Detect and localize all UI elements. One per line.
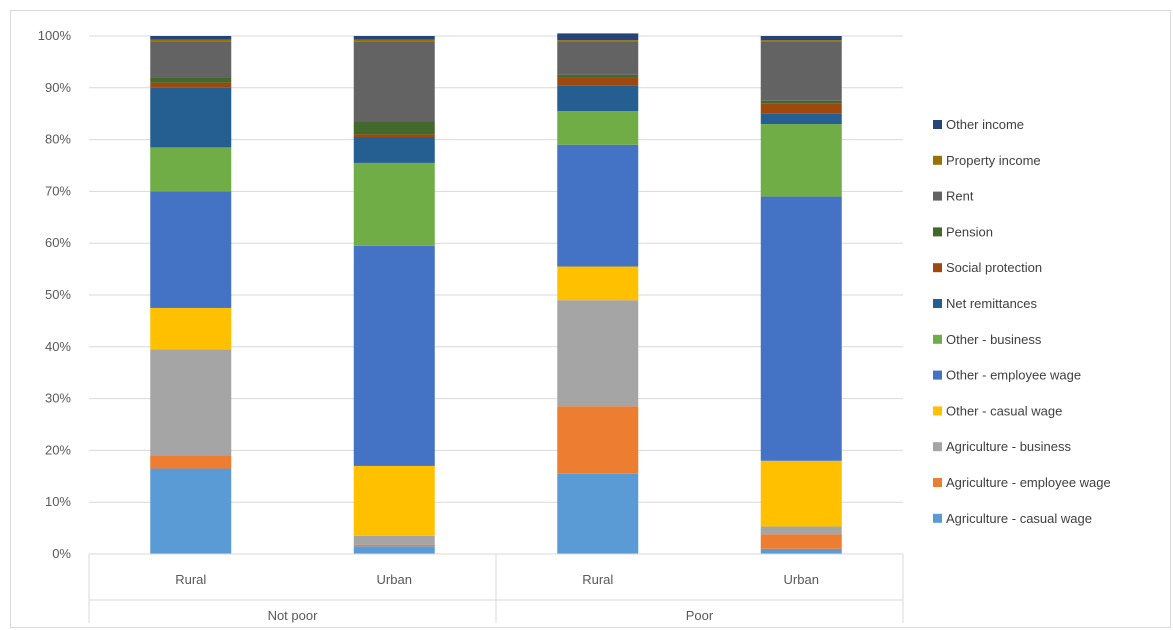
legend-swatch <box>933 155 942 165</box>
bar-segment-agriculture-employee-wage <box>760 534 842 549</box>
x-group-label: Not poor <box>268 608 319 623</box>
stacked-bar-chart: 0% 10% 20% 30% 40% 50% 60% 70% 80% 90% 100% Rural Ur… <box>38 28 1111 623</box>
y-tick-label: 90% <box>45 80 71 95</box>
bar-segment-other-casual-wage <box>760 460 842 527</box>
chart-area: 0% 10% 20% 30% 40% 50% 60% 70% 80% 90% 100% Rural Ur… <box>10 10 1171 628</box>
legend-swatch <box>933 406 942 416</box>
bar-segment-other-income <box>150 36 232 40</box>
legend-entry: Rent <box>946 189 974 204</box>
bar-segment-other-casual-wage <box>353 465 435 536</box>
bar-segment-other-business <box>557 111 639 145</box>
bar-segment-agriculture-employee-wage <box>557 406 639 474</box>
bar-segment-other-business <box>760 124 842 197</box>
bar-segment-rent <box>150 41 232 78</box>
bar-segment-other-casual-wage <box>557 266 639 301</box>
bar-segment-other-employee-wage <box>353 245 435 466</box>
legend-swatch <box>933 478 942 487</box>
legend-swatch <box>933 263 942 273</box>
bar-segment-rent <box>353 41 435 122</box>
bar-segment-agriculture-employee-wage <box>150 455 232 469</box>
x-group-label: Poor <box>686 608 714 623</box>
bar-segment-agriculture-employee-wage <box>353 544 435 547</box>
bar-segment-agriculture-casual-wage <box>150 468 232 554</box>
legend-entry: Other income <box>946 117 1024 132</box>
legend-swatch <box>933 120 942 129</box>
legend-entry: Net remittances <box>946 296 1038 311</box>
bar-segment-other-business <box>353 162 435 246</box>
legend-entry: Other - business <box>946 332 1042 347</box>
y-tick-label: 10% <box>45 494 71 509</box>
y-tick-label: 100% <box>38 28 72 43</box>
legend-entry: Other - casual wage <box>946 403 1062 418</box>
legend-swatch <box>933 370 942 380</box>
axes: 0% 10% 20% 30% 40% 50% 60% 70% 80% 90% 100% Rural Ur… <box>38 28 904 623</box>
bar-segment-net-remittances <box>557 85 639 112</box>
bar-segment-property-income <box>150 39 232 42</box>
bar-segment-social-protection <box>557 77 639 86</box>
y-tick-label: 0% <box>52 546 71 561</box>
bar-segment-rent <box>760 41 842 101</box>
bar-segment-property-income <box>557 40 639 42</box>
bar-segment-net-remittances <box>150 87 232 148</box>
bar-segment-agriculture-casual-wage <box>760 548 842 554</box>
bar-segment-social-protection <box>760 103 842 114</box>
y-tick-label: 50% <box>45 287 71 302</box>
y-tick-label: 80% <box>45 132 71 147</box>
bar-segment-agriculture-business <box>353 535 435 545</box>
legend-entry: Agriculture - casual wage <box>946 511 1092 526</box>
legend-entry: Agriculture - employee wage <box>946 475 1111 490</box>
bar-stacks <box>150 33 842 554</box>
bar-segment-pension <box>150 77 232 83</box>
legend-swatch <box>933 442 942 452</box>
bar-segment-pension <box>760 100 842 104</box>
y-tick-label: 70% <box>45 183 71 198</box>
bar-segment-net-remittances <box>760 113 842 125</box>
bar-segment-social-protection <box>353 134 435 138</box>
legend-entry: Agriculture - business <box>946 439 1071 454</box>
bar-segment-other-casual-wage <box>150 307 232 350</box>
bar-segment-other-employee-wage <box>150 191 232 308</box>
bar-segment-property-income <box>760 40 842 42</box>
bar-segment-rent <box>557 41 639 75</box>
legend-entry: Social protection <box>946 260 1042 275</box>
legend-swatch <box>933 513 942 523</box>
bar-segment-property-income <box>353 39 435 42</box>
bar-segment-other-business <box>150 147 232 192</box>
legend-swatch <box>933 191 942 201</box>
bar-segment-agriculture-casual-wage <box>557 473 639 554</box>
legend-swatch <box>933 227 942 237</box>
bar-segment-net-remittances <box>353 137 435 163</box>
x-category-label: Rural <box>175 572 206 587</box>
bar-segment-agriculture-business <box>150 349 232 456</box>
bar-segment-agriculture-casual-wage <box>353 546 435 554</box>
bar-segment-other-income <box>760 36 842 41</box>
x-category-label: Urban <box>784 572 819 587</box>
bar-segment-other-income <box>353 36 435 40</box>
legend: Other income Property income Rent Pension So… <box>933 117 1111 526</box>
bar-segment-social-protection <box>150 82 232 88</box>
x-category-label: Rural <box>582 572 613 587</box>
bar-segment-pension <box>353 121 435 135</box>
y-tick-label: 40% <box>45 339 71 354</box>
y-tick-label: 20% <box>45 442 71 457</box>
bar-segment-other-employee-wage <box>760 196 842 461</box>
legend-entry: Other - employee wage <box>946 368 1081 383</box>
bar-segment-agriculture-business <box>557 300 639 407</box>
legend-swatch <box>933 299 942 308</box>
bar-segment-agriculture-business <box>760 526 842 535</box>
bar-segment-other-employee-wage <box>557 144 639 267</box>
y-tick-label: 60% <box>45 235 71 250</box>
bar-segment-other-income <box>557 33 639 41</box>
x-category-label: Urban <box>377 572 412 587</box>
bar-segment-pension <box>557 74 639 78</box>
legend-swatch <box>933 334 942 344</box>
legend-entry: Pension <box>946 224 993 239</box>
legend-entry: Property income <box>946 153 1041 168</box>
y-tick-label: 30% <box>45 391 71 406</box>
